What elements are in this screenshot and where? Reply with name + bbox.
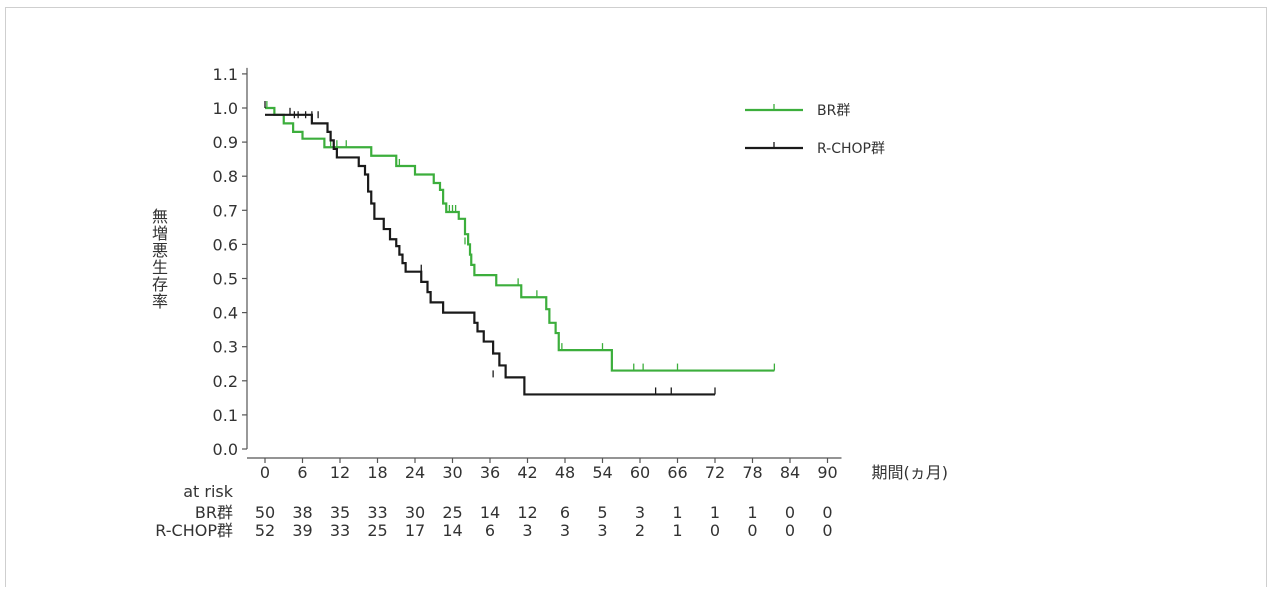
at-risk-value: 38 xyxy=(292,503,312,522)
y-tick-label: 0.5 xyxy=(213,270,238,289)
at-risk-value: 50 xyxy=(255,503,275,522)
at-risk-value: 0 xyxy=(747,521,757,540)
at-risk-title: at risk xyxy=(183,482,234,501)
x-tick-label: 36 xyxy=(480,463,500,482)
y-axis-label-char: 悪 xyxy=(152,241,168,260)
x-tick-label: 90 xyxy=(817,463,837,482)
x-tick-label: 24 xyxy=(405,463,425,482)
y-tick-label: 0.2 xyxy=(213,372,238,391)
at-risk-value: 6 xyxy=(560,503,570,522)
x-tick-label: 42 xyxy=(517,463,537,482)
at-risk-value: 30 xyxy=(405,503,425,522)
at-risk-value: 1 xyxy=(747,503,757,522)
x-axis-label: 期間(ヵ月) xyxy=(872,463,949,482)
at-risk-value: 0 xyxy=(822,503,832,522)
x-tick-label: 48 xyxy=(555,463,575,482)
at-risk-value: 1 xyxy=(710,503,720,522)
y-tick-label: 0.0 xyxy=(213,440,238,459)
x-tick-label: 18 xyxy=(367,463,387,482)
legend: BR群 R-CHOP群 xyxy=(745,103,885,157)
at-risk-row-label: R-CHOP群 xyxy=(155,521,233,540)
y-tick-label: 0.6 xyxy=(213,235,238,254)
at-risk-value: 39 xyxy=(292,521,312,540)
at-risk-value: 0 xyxy=(710,521,720,540)
at-risk-value: 1 xyxy=(672,503,682,522)
at-risk-value: 52 xyxy=(255,521,275,540)
at-risk-value: 6 xyxy=(485,521,495,540)
at-risk-row-label: BR群 xyxy=(195,503,233,522)
x-tick-label: 0 xyxy=(260,463,270,482)
at-risk-value: 3 xyxy=(635,503,645,522)
x-tick-label: 30 xyxy=(442,463,462,482)
y-tick-label: 1.0 xyxy=(213,99,238,118)
x-tick-label: 78 xyxy=(742,463,762,482)
y-tick-label: 1.1 xyxy=(213,65,238,84)
series-layer xyxy=(264,101,776,396)
at-risk-value: 3 xyxy=(560,521,570,540)
y-axis-label-char: 生 xyxy=(152,258,168,277)
at-risk-value: 3 xyxy=(522,521,532,540)
at-risk-value: 0 xyxy=(785,521,795,540)
y-tick-label: 0.7 xyxy=(213,201,238,220)
y-axis-label-char: 存 xyxy=(152,275,168,294)
y-axis-label-char: 率 xyxy=(152,292,168,311)
at-risk-value: 0 xyxy=(822,521,832,540)
y-axis-label-char: 増 xyxy=(152,224,168,243)
legend-label-rchop: R-CHOP群 xyxy=(817,141,885,157)
legend-label-br: BR群 xyxy=(817,103,850,119)
at-risk-value: 1 xyxy=(672,521,682,540)
series-line-br xyxy=(265,106,775,372)
y-axis-label-char: 無 xyxy=(152,207,168,226)
y-tick-label: 0.3 xyxy=(213,338,238,357)
x-tick-label: 66 xyxy=(667,463,687,482)
x-tick-label: 60 xyxy=(630,463,650,482)
y-tick-label: 0.1 xyxy=(213,406,238,425)
y-tick-label: 0.4 xyxy=(213,304,238,323)
at-risk-value: 5 xyxy=(597,503,607,522)
y-tick-label: 0.9 xyxy=(213,133,238,152)
axes: 0.0 0.1 0.2 0.3 0.4 0.5 0.6 0.7 0.8 0.9 1.0 1.1 0 6 12… xyxy=(213,65,842,482)
at-risk-value: 25 xyxy=(442,503,462,522)
at-risk-value: 25 xyxy=(367,521,387,540)
at-risk-value: 12 xyxy=(517,503,537,522)
y-axis-label: 無増悪生存率 xyxy=(152,207,168,311)
at-risk-value: 0 xyxy=(785,503,795,522)
at-risk-value: 2 xyxy=(635,521,645,540)
at-risk-value: 33 xyxy=(330,521,350,540)
at-risk-value: 14 xyxy=(480,503,500,522)
x-tick-label: 84 xyxy=(780,463,800,482)
at-risk-value: 35 xyxy=(330,503,350,522)
at-risk-value: 33 xyxy=(367,503,387,522)
x-tick-label: 6 xyxy=(297,463,307,482)
x-tick-label: 54 xyxy=(592,463,612,482)
series-line-rchop xyxy=(265,113,715,396)
y-tick-label: 0.8 xyxy=(213,167,238,186)
chart-frame xyxy=(5,7,1267,587)
x-tick-label: 12 xyxy=(330,463,350,482)
at-risk-value: 14 xyxy=(442,521,462,540)
at-risk-value: 3 xyxy=(597,521,607,540)
at-risk-value: 17 xyxy=(405,521,425,540)
x-tick-label: 72 xyxy=(705,463,725,482)
